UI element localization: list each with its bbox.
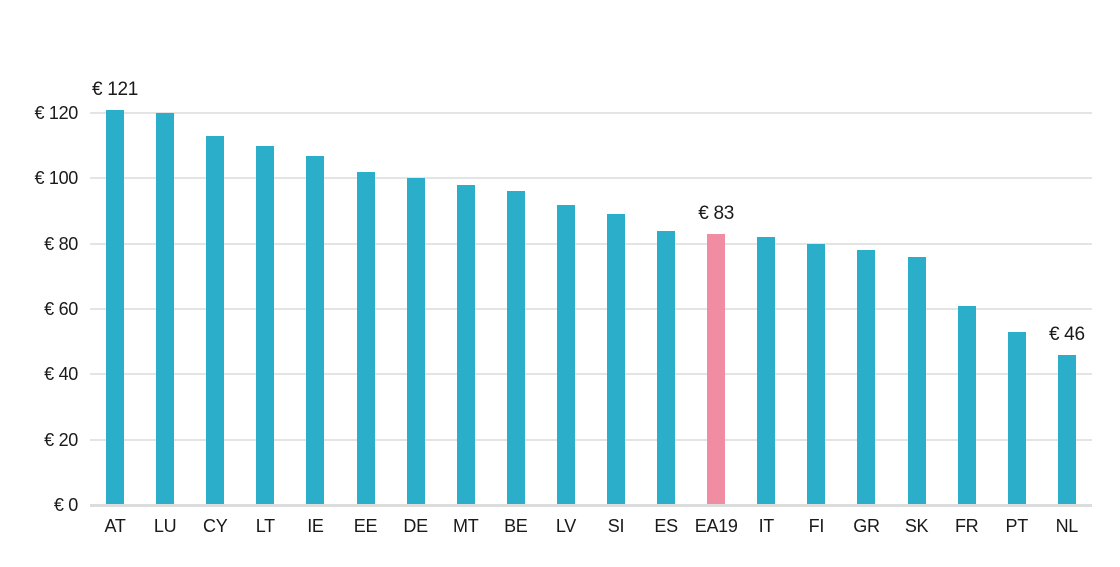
bar-it (757, 237, 776, 505)
bar-gr (857, 250, 876, 505)
bar-es (657, 230, 676, 505)
bar-slot-it (741, 60, 791, 505)
gridline (90, 308, 1092, 310)
bar-fr (957, 305, 976, 505)
bar-slot-ee (340, 60, 390, 505)
x-tick-label-mt: MT (453, 516, 479, 536)
x-tick-label-es: ES (654, 516, 678, 536)
bar-slot-fi (791, 60, 841, 505)
x-tick-label-at: AT (104, 516, 126, 536)
bar-lu (156, 113, 175, 505)
value-annotation-nl: € 46 (1048, 323, 1085, 345)
x-tick-label-be: BE (504, 516, 528, 536)
value-annotation-at: € 121 (92, 78, 139, 100)
bar-slot-fr (942, 60, 992, 505)
bar-mt (456, 184, 475, 505)
y-tick-label: € 100 (34, 168, 78, 189)
gridline (90, 373, 1092, 376)
y-tick-label: € 120 (34, 103, 78, 123)
x-tick-label-cy: CY (203, 516, 228, 536)
x-axis-baseline (90, 504, 1092, 507)
bar-lv (556, 204, 575, 505)
bar-slot-lt (240, 60, 290, 505)
x-tick-label-nl: NL (1055, 516, 1079, 536)
bar-slot-cy (190, 60, 240, 505)
bar-ee (356, 171, 375, 505)
x-tick-label-ea19: EA19 (694, 516, 738, 536)
bar-slot-de (391, 60, 441, 505)
bar-nl (1057, 354, 1076, 505)
bar-lt (256, 145, 275, 505)
bar-slot-lu (140, 60, 190, 505)
bar-ie (306, 155, 325, 505)
bar-pt (1007, 331, 1026, 505)
bar-slot-at: € 121 (90, 60, 140, 505)
x-axis: AT LU CY LT IE EE DE MT BE LV SI ES EA19 IT FI GR SK FR PT… (90, 516, 1092, 537)
bar-at (106, 109, 125, 505)
x-tick-label-si: SI (607, 516, 625, 536)
gridline (90, 177, 1092, 180)
y-tick-label: € 80 (44, 233, 78, 254)
x-tick-label-lt: LT (255, 516, 275, 536)
x-tick-label-lv: LV (555, 516, 576, 536)
y-tick-label: € 0 (53, 495, 78, 515)
bar-slot-nl: € 46 (1042, 60, 1092, 505)
bar-cy (206, 135, 225, 505)
x-tick-label-sk: SK (904, 516, 929, 536)
bar-slot-gr (841, 60, 891, 505)
x-tick-label-pt: PT (1005, 516, 1029, 536)
y-tick-label: € 40 (44, 364, 78, 385)
gridline (90, 112, 1092, 114)
x-tick-label-de: DE (403, 516, 428, 536)
y-tick-label: € 20 (44, 429, 78, 450)
x-tick-label-gr: GR (853, 516, 880, 536)
x-tick-label-fi: FI (808, 516, 825, 536)
y-tick-label: € 60 (44, 299, 78, 319)
bar-si (606, 214, 625, 505)
bar-ea19 (707, 233, 726, 505)
bar-slot-es (641, 60, 691, 505)
x-tick-label-ie: IE (307, 516, 324, 536)
x-tick-label-ee: EE (353, 516, 378, 536)
bar-slot-ie (290, 60, 340, 505)
bar-de (406, 178, 425, 505)
bar-slot-lv (541, 60, 591, 505)
bar-be (506, 191, 525, 505)
x-tick-label-it: IT (758, 516, 775, 536)
x-tick-label-lu: LU (153, 516, 177, 536)
bar-slot-ea19: € 83 (691, 60, 741, 505)
bar-slot-sk (892, 60, 942, 505)
bar-sk (907, 256, 926, 505)
bar-slot-si (591, 60, 641, 505)
bar-slot-be (491, 60, 541, 505)
bar-fi (807, 243, 826, 505)
bar-slot-pt (992, 60, 1042, 505)
value-annotation-ea19: € 83 (698, 202, 735, 224)
gridline (90, 438, 1092, 441)
gridline (90, 242, 1092, 245)
bar-slot-mt (441, 60, 491, 505)
x-tick-label-fr: FR (954, 516, 979, 536)
plot-area: € 121 € 83 € 46 (90, 60, 1092, 505)
